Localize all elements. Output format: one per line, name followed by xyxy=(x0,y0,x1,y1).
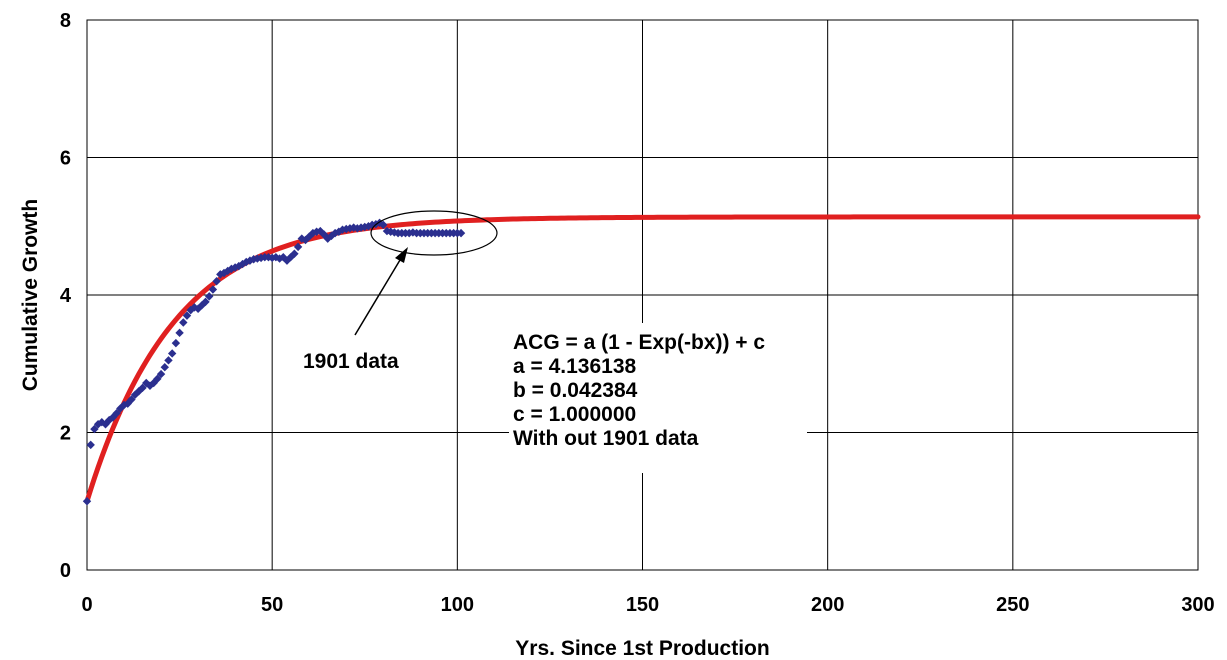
x-tick-label: 200 xyxy=(811,594,844,616)
data-point xyxy=(123,399,132,408)
equation-line: a = 4.136138 xyxy=(513,355,637,378)
equation-line: c = 1.000000 xyxy=(513,403,636,426)
data-point xyxy=(234,261,244,271)
x-tick-label: 100 xyxy=(441,594,474,616)
annotation-label: 1901 data xyxy=(303,350,399,373)
data-point xyxy=(186,305,195,315)
data-point xyxy=(160,362,169,372)
data-point xyxy=(108,413,118,422)
data-point xyxy=(145,381,155,390)
data-point xyxy=(230,263,240,272)
fit-curve-group xyxy=(84,214,1201,504)
data-point xyxy=(171,338,181,348)
y-tick-label: 2 xyxy=(60,423,71,445)
data-point xyxy=(208,285,218,294)
data-point xyxy=(360,222,369,232)
x-tick-label: 50 xyxy=(261,594,283,616)
data-point xyxy=(456,228,466,238)
data-point xyxy=(375,218,384,228)
data-point xyxy=(149,378,158,388)
y-tick-label: 6 xyxy=(60,148,71,170)
data-point xyxy=(319,230,329,239)
data-point xyxy=(382,226,392,236)
data-point xyxy=(379,220,388,230)
x-axis-title: Yrs. Since 1st Production xyxy=(515,637,769,660)
x-tick-label: 250 xyxy=(996,594,1029,616)
data-point xyxy=(179,318,188,327)
data-point xyxy=(334,227,344,236)
data-point xyxy=(97,417,107,427)
data-point xyxy=(175,328,184,338)
annotation-arrowhead xyxy=(395,247,408,263)
x-tick-label: 0 xyxy=(81,594,92,616)
plot-frame xyxy=(86,19,1199,571)
data-point xyxy=(316,226,325,236)
equation-line: With out 1901 data xyxy=(513,427,699,450)
data-point xyxy=(90,424,99,434)
equation-line: ACG = a (1 - Exp(-bx)) + c xyxy=(513,331,765,354)
x-tick-label: 150 xyxy=(626,594,659,616)
data-point xyxy=(182,311,192,320)
data-point xyxy=(167,349,177,358)
data-point xyxy=(404,228,414,238)
equation-line: b = 0.042384 xyxy=(513,379,638,402)
data-point xyxy=(249,255,258,264)
data-point xyxy=(275,254,284,263)
data-point xyxy=(153,374,162,384)
data-point xyxy=(82,497,92,506)
annotation-arrow-line xyxy=(354,254,404,336)
data-point xyxy=(312,227,321,236)
x-tick-label: 300 xyxy=(1181,594,1214,616)
data-point xyxy=(119,400,129,410)
data-point xyxy=(164,356,173,365)
data-point xyxy=(330,228,340,238)
data-point xyxy=(86,440,95,450)
data-point xyxy=(156,369,166,379)
data-point xyxy=(112,409,121,418)
data-point xyxy=(308,228,318,238)
data-point xyxy=(290,249,299,258)
data-point xyxy=(353,224,362,233)
highlight-ellipse xyxy=(370,210,498,256)
data-point xyxy=(127,395,136,404)
data-point xyxy=(212,277,221,286)
y-axis-title: Cumulative Growth xyxy=(19,199,42,392)
data-point xyxy=(190,303,199,312)
equation-box xyxy=(509,323,807,473)
data-point xyxy=(356,223,366,232)
data-point xyxy=(138,383,147,393)
data-point xyxy=(205,292,214,301)
tick-labels: 0 50 100 150 200 250 300 0 2 4 6 8 xyxy=(60,10,1215,616)
data-point xyxy=(338,225,347,234)
y-tick-label: 8 xyxy=(60,10,71,32)
annotations: 1901 data ACG = a (1 - Exp(-bx)) + ca = 4… xyxy=(303,210,807,473)
data-point xyxy=(293,242,303,252)
data-points xyxy=(82,218,466,506)
data-point xyxy=(297,234,306,243)
data-point xyxy=(253,254,262,263)
y-tick-label: 0 xyxy=(60,560,71,582)
data-point xyxy=(201,297,210,307)
fit-curve xyxy=(84,214,1201,504)
grid xyxy=(86,19,1199,571)
y-tick-label: 4 xyxy=(60,285,72,307)
